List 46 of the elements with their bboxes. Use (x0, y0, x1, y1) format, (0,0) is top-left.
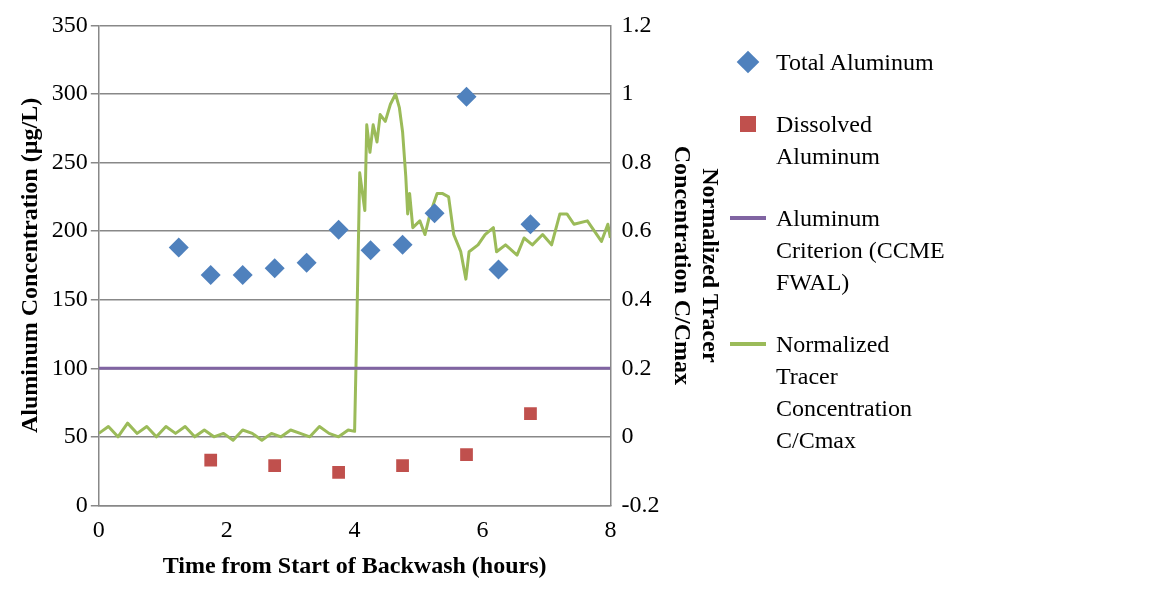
point (392, 234, 413, 255)
point (232, 265, 253, 285)
y2-tick-label: 1.2 (621, 10, 652, 37)
y2-tick-label: 0.4 (621, 284, 652, 311)
point (168, 237, 189, 258)
x-tick-label: 6 (476, 516, 489, 543)
point (268, 459, 282, 472)
point (204, 453, 218, 467)
point (332, 466, 345, 479)
point (488, 259, 509, 280)
legend-label: Aluminum Criterion (CCME FWAL) (776, 204, 946, 297)
x-tick-label: 2 (220, 516, 233, 543)
point (424, 203, 445, 224)
y2-axis-title: Normalized Tracer Concentration C/Cmax (669, 145, 725, 386)
y-tick-label: 300 (51, 79, 88, 106)
y-tick-label: 350 (51, 10, 88, 37)
point (264, 258, 285, 279)
legend-label: Normalized Tracer Concentration C/Cmax (776, 330, 913, 455)
point (520, 214, 541, 235)
point (456, 86, 477, 107)
y2-tick-label: 0 (621, 422, 634, 449)
point (200, 265, 221, 285)
point (460, 448, 473, 462)
x-axis-title: Time from Start of Backwash (hours) (162, 551, 547, 578)
y-axis-title: Aluminum Concentration (µg/L) (15, 97, 42, 433)
legend-label: Dissolved Aluminum (776, 110, 881, 171)
x-tick-label: 0 (92, 516, 105, 543)
y-tick-label: 0 (75, 490, 88, 517)
point (360, 240, 381, 261)
point (328, 219, 349, 240)
x-tick-label: 8 (604, 516, 617, 543)
x-tick-label: 4 (348, 516, 361, 543)
y-tick-label: 250 (51, 147, 88, 174)
legend-label: Total Aluminum (776, 48, 935, 77)
point (524, 407, 537, 420)
y2-tick-label: 0.8 (621, 147, 652, 174)
y2-tick-label: 0.2 (621, 353, 652, 380)
y-tick-label: 200 (51, 216, 88, 243)
y-tick-label: 50 (63, 422, 88, 449)
y2-tick-label: -0.2 (621, 490, 660, 517)
point (296, 252, 317, 273)
y2-tick-label: 1 (621, 79, 634, 106)
point (396, 459, 409, 472)
y2-tick-label: 0.6 (621, 216, 652, 243)
y-tick-label: 150 (51, 284, 88, 311)
y-tick-label: 100 (51, 353, 88, 380)
